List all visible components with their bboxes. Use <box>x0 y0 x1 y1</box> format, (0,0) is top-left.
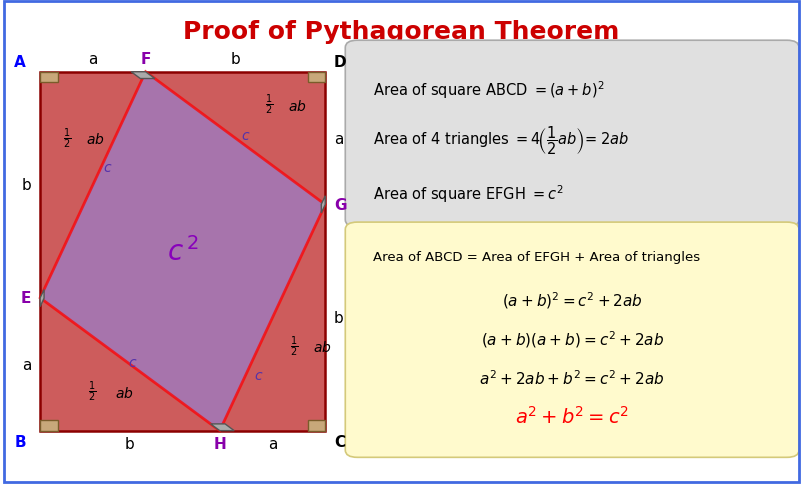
Text: c: c <box>253 368 261 382</box>
Text: c: c <box>241 129 249 143</box>
Text: b: b <box>334 310 343 325</box>
Text: H: H <box>213 436 226 451</box>
Text: $ab$: $ab$ <box>86 132 104 147</box>
Text: b: b <box>125 436 135 451</box>
Text: $\frac{1}{2}$: $\frac{1}{2}$ <box>290 334 298 358</box>
Text: $ab$: $ab$ <box>288 99 306 114</box>
FancyBboxPatch shape <box>345 223 798 457</box>
Polygon shape <box>131 73 155 79</box>
Polygon shape <box>307 73 325 83</box>
Text: C: C <box>334 434 345 449</box>
Polygon shape <box>307 420 325 431</box>
Text: $\frac{1}{2}$: $\frac{1}{2}$ <box>265 92 273 117</box>
Polygon shape <box>40 73 325 431</box>
Text: a: a <box>334 131 343 146</box>
Text: E: E <box>21 291 31 306</box>
Text: Area of square EFGH $= c^2$: Area of square EFGH $= c^2$ <box>373 183 564 204</box>
Text: A: A <box>14 54 26 69</box>
Text: c: c <box>103 160 111 174</box>
Text: b: b <box>22 178 31 193</box>
Text: $ab$: $ab$ <box>115 385 133 400</box>
Text: F: F <box>140 52 151 67</box>
Text: c: c <box>128 355 136 369</box>
Text: b: b <box>230 52 240 67</box>
Text: $\left(a+b\right)\left(a+b\right) = c^2 + 2ab$: $\left(a+b\right)\left(a+b\right) = c^2 … <box>480 329 663 349</box>
Polygon shape <box>40 73 325 431</box>
Text: $c^{\,2}$: $c^{\,2}$ <box>167 237 198 267</box>
Text: $\left(a+b\right)^2 = c^2 + 2ab$: $\left(a+b\right)^2 = c^2 + 2ab$ <box>501 290 642 310</box>
Text: $ab$: $ab$ <box>313 339 331 354</box>
Text: Area of ABCD = Area of EFGH + Area of triangles: Area of ABCD = Area of EFGH + Area of tr… <box>373 250 699 263</box>
Polygon shape <box>40 420 58 431</box>
Text: a: a <box>267 436 277 451</box>
Text: a: a <box>88 52 98 67</box>
FancyBboxPatch shape <box>345 41 798 227</box>
Polygon shape <box>40 290 44 307</box>
Polygon shape <box>210 424 234 431</box>
Text: $\frac{1}{2}$: $\frac{1}{2}$ <box>63 126 71 150</box>
Text: D: D <box>334 54 346 69</box>
Text: Area of 4 triangles $= 4\!\left(\dfrac{1}{2}ab\right)\!= 2ab$: Area of 4 triangles $= 4\!\left(\dfrac{1… <box>373 124 629 157</box>
Text: B: B <box>14 434 26 449</box>
Text: $\frac{1}{2}$: $\frac{1}{2}$ <box>87 379 96 404</box>
Text: $a^2 + b^2 = c^2$: $a^2 + b^2 = c^2$ <box>515 405 628 427</box>
Text: G: G <box>334 197 346 212</box>
Text: Proof of Pythagorean Theorem: Proof of Pythagorean Theorem <box>183 19 619 44</box>
Polygon shape <box>321 197 325 213</box>
Text: a: a <box>22 357 31 372</box>
Text: $a^2 + 2ab + b^2 = c^2 + 2ab$: $a^2 + 2ab + b^2 = c^2 + 2ab$ <box>479 368 664 387</box>
Polygon shape <box>40 73 58 83</box>
Text: Area of square ABCD $= \left(a+b\right)^2$: Area of square ABCD $= \left(a+b\right)^… <box>373 79 604 100</box>
